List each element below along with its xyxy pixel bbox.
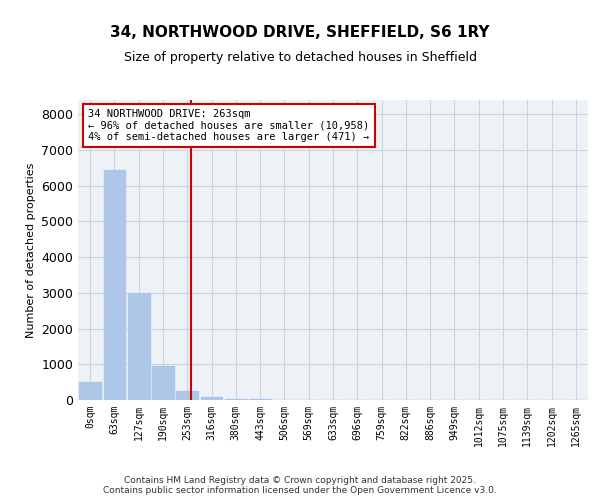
Text: 34 NORTHWOOD DRIVE: 263sqm
← 96% of detached houses are smaller (10,958)
4% of s: 34 NORTHWOOD DRIVE: 263sqm ← 96% of deta… bbox=[88, 109, 370, 142]
Text: 34, NORTHWOOD DRIVE, SHEFFIELD, S6 1RY: 34, NORTHWOOD DRIVE, SHEFFIELD, S6 1RY bbox=[110, 25, 490, 40]
Text: Contains HM Land Registry data © Crown copyright and database right 2025.
Contai: Contains HM Land Registry data © Crown c… bbox=[103, 476, 497, 495]
Bar bbox=[104, 170, 125, 400]
Bar bbox=[152, 366, 174, 400]
Y-axis label: Number of detached properties: Number of detached properties bbox=[26, 162, 35, 338]
Text: Size of property relative to detached houses in Sheffield: Size of property relative to detached ho… bbox=[124, 51, 476, 64]
Bar bbox=[128, 293, 149, 400]
Bar bbox=[225, 399, 247, 400]
Bar bbox=[176, 391, 198, 400]
Bar bbox=[200, 397, 223, 400]
Bar bbox=[79, 382, 101, 400]
